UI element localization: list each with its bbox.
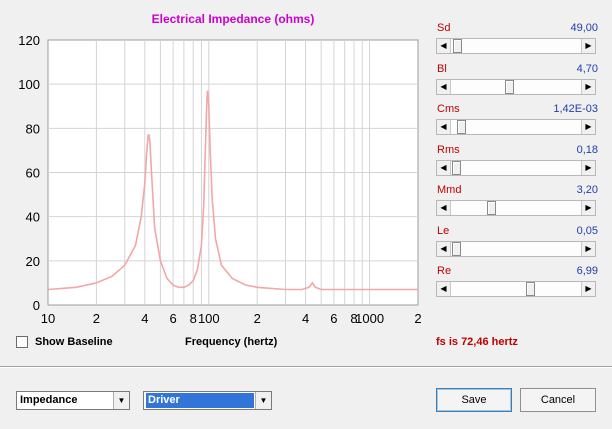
right-arrow-icon[interactable]: ▶	[581, 241, 595, 256]
y-tick-label: 0	[33, 298, 40, 313]
show-baseline-label[interactable]: Show Baseline	[35, 336, 113, 348]
section-divider	[0, 366, 612, 368]
impedance-series-line	[47, 90, 418, 291]
x-tick-label: 6	[330, 311, 337, 326]
param-value: 0,05	[576, 224, 598, 237]
left-arrow-icon[interactable]: ◀	[437, 39, 451, 53]
param-label: Bl	[437, 62, 447, 75]
x-tick-label: 1000	[355, 311, 384, 326]
slider-track[interactable]	[451, 160, 581, 175]
param-label: Re	[437, 265, 452, 277]
slider-track[interactable]	[451, 79, 581, 94]
slider-thumb[interactable]	[526, 282, 535, 296]
show-baseline-checkbox[interactable]	[16, 336, 28, 348]
plot-type-select[interactable]: Impedance ▼	[16, 391, 130, 410]
slider-thumb[interactable]	[452, 160, 461, 175]
left-arrow-icon[interactable]: ◀	[437, 241, 451, 256]
show-baseline-checkbox-row[interactable]: Show Baseline	[16, 336, 113, 348]
slider-track[interactable]	[451, 201, 581, 215]
save-button[interactable]: Save	[436, 388, 512, 412]
param-slider[interactable]: ◀ ▶	[436, 38, 596, 54]
x-tick-label: 2	[414, 311, 421, 326]
slider-track[interactable]	[451, 241, 581, 256]
left-arrow-icon[interactable]: ◀	[437, 160, 451, 175]
x-tick-label: 4	[141, 311, 148, 326]
right-arrow-icon[interactable]: ▶	[581, 79, 595, 94]
right-arrow-icon[interactable]: ▶	[581, 120, 595, 134]
param-slider[interactable]: ◀ ▶	[436, 119, 596, 135]
param-slider[interactable]: ◀ ▶	[436, 281, 596, 297]
chevron-down-icon[interactable]: ▼	[255, 392, 271, 409]
param-slider[interactable]: ◀ ▶	[436, 159, 596, 176]
left-arrow-icon[interactable]: ◀	[437, 282, 451, 296]
slider-track[interactable]	[451, 39, 581, 53]
y-tick-label: 60	[26, 166, 40, 181]
right-arrow-icon[interactable]: ▶	[581, 282, 595, 296]
param-value: 6,99	[576, 265, 598, 277]
x-tick-label: 2	[254, 311, 261, 326]
save-button-label: Save	[461, 394, 487, 406]
y-tick-label: 100	[18, 77, 40, 92]
param-value: 1,42E-03	[553, 103, 598, 115]
resonance-frequency-text: fs is 72,46 hertz	[436, 336, 518, 348]
x-tick-label: 4	[302, 311, 309, 326]
right-arrow-icon[interactable]: ▶	[581, 39, 595, 53]
x-tick-label: 10	[41, 311, 55, 326]
param-slider[interactable]: ◀ ▶	[436, 78, 596, 95]
slider-track[interactable]	[451, 120, 581, 134]
slider-thumb[interactable]	[487, 201, 496, 215]
right-arrow-icon[interactable]: ▶	[581, 201, 595, 215]
x-tick-label: 2	[93, 311, 100, 326]
param-label: Mmd	[437, 184, 462, 196]
param-value: 4,70	[576, 62, 598, 75]
left-arrow-icon[interactable]: ◀	[437, 120, 451, 134]
source-select[interactable]: Driver ▼	[143, 391, 272, 410]
left-arrow-icon[interactable]: ◀	[437, 79, 451, 94]
chart-title: Electrical Impedance (ohms)	[151, 12, 315, 26]
y-tick-label: 20	[26, 254, 40, 269]
chevron-down-icon[interactable]: ▼	[113, 392, 129, 409]
frequency-axis-label: Frequency (hertz)	[185, 336, 278, 348]
y-tick-label: 80	[26, 121, 40, 136]
y-tick-label: 40	[26, 210, 40, 225]
param-slider[interactable]: ◀ ▶	[436, 240, 596, 257]
slider-thumb[interactable]	[452, 241, 461, 256]
slider-thumb[interactable]	[505, 79, 514, 94]
slider-thumb[interactable]	[457, 120, 466, 134]
param-label: Rms	[437, 143, 460, 156]
source-value: Driver	[146, 393, 254, 408]
param-label: Cms	[437, 103, 460, 115]
cancel-button-label: Cancel	[540, 394, 576, 406]
param-slider[interactable]: ◀ ▶	[436, 200, 596, 216]
param-value: 3,20	[576, 184, 598, 196]
x-tick-label: 8	[190, 311, 197, 326]
x-tick-label: 8	[350, 311, 357, 326]
y-tick-label: 120	[18, 33, 40, 48]
param-label: Le	[437, 224, 450, 237]
param-label: Sd	[437, 22, 451, 34]
left-arrow-icon[interactable]: ◀	[437, 201, 451, 215]
cancel-button[interactable]: Cancel	[520, 388, 596, 412]
slider-track[interactable]	[451, 282, 581, 296]
plot-type-value: Impedance	[20, 394, 78, 406]
right-arrow-icon[interactable]: ▶	[581, 160, 595, 175]
x-tick-label: 100	[198, 311, 220, 326]
x-tick-label: 6	[170, 311, 177, 326]
param-value: 0,18	[576, 143, 598, 156]
slider-thumb[interactable]	[453, 39, 462, 53]
param-value: 49,00	[570, 22, 598, 34]
